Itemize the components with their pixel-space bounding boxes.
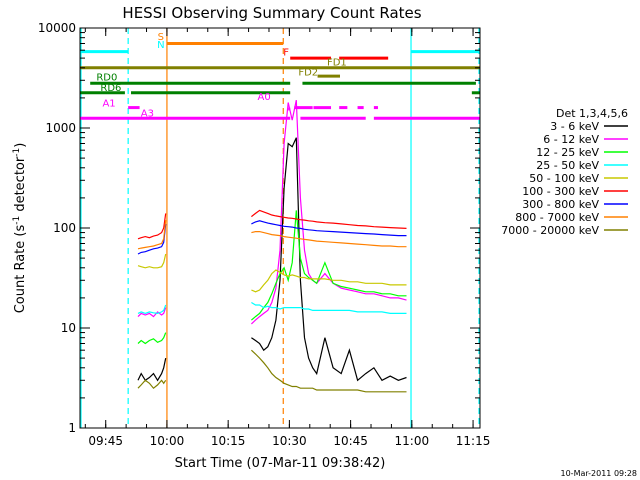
x-tick-label: 11:00 xyxy=(395,434,430,448)
series-line xyxy=(251,269,407,293)
y-tick-label: 10000 xyxy=(38,21,76,35)
y-axis-label: Count Rate (s-1 detector-1) xyxy=(12,143,28,314)
legend-entry-label: 3 - 6 keV xyxy=(550,120,599,133)
series-line xyxy=(251,301,407,314)
legend-entry-label: 12 - 25 keV xyxy=(536,146,599,159)
annotation-label-rd6: RD6 xyxy=(100,83,121,94)
series-line xyxy=(137,332,167,345)
x-tick-label: 10:30 xyxy=(272,434,307,448)
annotation-label-s: S xyxy=(158,32,164,43)
x-tick-label: 11:15 xyxy=(456,434,491,448)
series-line xyxy=(137,304,167,315)
annotation-label-a1: A1 xyxy=(102,98,115,109)
y-tick-label: 1 xyxy=(68,421,76,435)
y-tick-label: 1000 xyxy=(45,121,76,135)
series-line xyxy=(137,357,167,382)
annotation-label-a0: A0 xyxy=(258,92,271,103)
series-line xyxy=(251,210,407,321)
legend-title: Det 1,3,4,5,6 xyxy=(556,107,628,120)
chart-title: HESSI Observing Summary Count Rates xyxy=(122,4,421,22)
series-line xyxy=(137,220,167,250)
annotation-label-fd2: FD2 xyxy=(298,67,318,78)
plot-frame xyxy=(79,27,481,429)
series-line xyxy=(137,223,167,255)
series-line xyxy=(251,231,407,248)
x-tick-label: 10:00 xyxy=(150,434,185,448)
x-axis: 09:45 10:00 10:15 10:30 10:45 11:00 11:15 xyxy=(84,28,491,448)
annotation-label-a3: A3 xyxy=(141,109,154,120)
vertical-markers xyxy=(80,28,480,428)
series-line xyxy=(137,307,167,318)
legend-entry-label: 800 - 7000 keV xyxy=(515,211,599,224)
y-tick-label: 10 xyxy=(61,321,76,335)
legend-entry-label: 7000 - 20000 keV xyxy=(501,224,599,237)
x-axis-label: Start Time (07-Mar-11 09:38:42) xyxy=(175,456,386,471)
series-line xyxy=(250,349,407,393)
x-tick-label: 10:45 xyxy=(333,434,368,448)
series-line xyxy=(137,379,167,390)
legend-entry-label: 50 - 100 keV xyxy=(529,172,599,185)
series-line xyxy=(251,209,407,229)
series-line xyxy=(137,253,167,269)
legend-entry-label: 25 - 50 keV xyxy=(536,159,599,172)
y-tick-label: 100 xyxy=(53,221,76,235)
x-tick-label: 10:15 xyxy=(211,434,246,448)
footer-date: 10-Mar-2011 09:28 xyxy=(561,469,638,478)
data-series xyxy=(137,99,407,393)
series-line xyxy=(251,137,407,382)
series-line xyxy=(250,99,407,325)
annotation-label-fd1: FD1 xyxy=(327,58,347,69)
annotation-label-rd0: RD0 xyxy=(96,72,117,83)
x-tick-label: 09:45 xyxy=(88,434,123,448)
legend-entry-label: 300 - 800 keV xyxy=(522,198,599,211)
legend-entry-label: 6 - 12 keV xyxy=(543,133,599,146)
legend-entry-label: 100 - 300 keV xyxy=(522,185,599,198)
annotation-label-f: F xyxy=(283,48,289,59)
y-axis: 1 10 100 1000 10000 xyxy=(38,21,480,435)
series-line xyxy=(251,220,407,237)
series-line xyxy=(137,213,167,240)
annotation-label-n: N xyxy=(157,40,164,51)
